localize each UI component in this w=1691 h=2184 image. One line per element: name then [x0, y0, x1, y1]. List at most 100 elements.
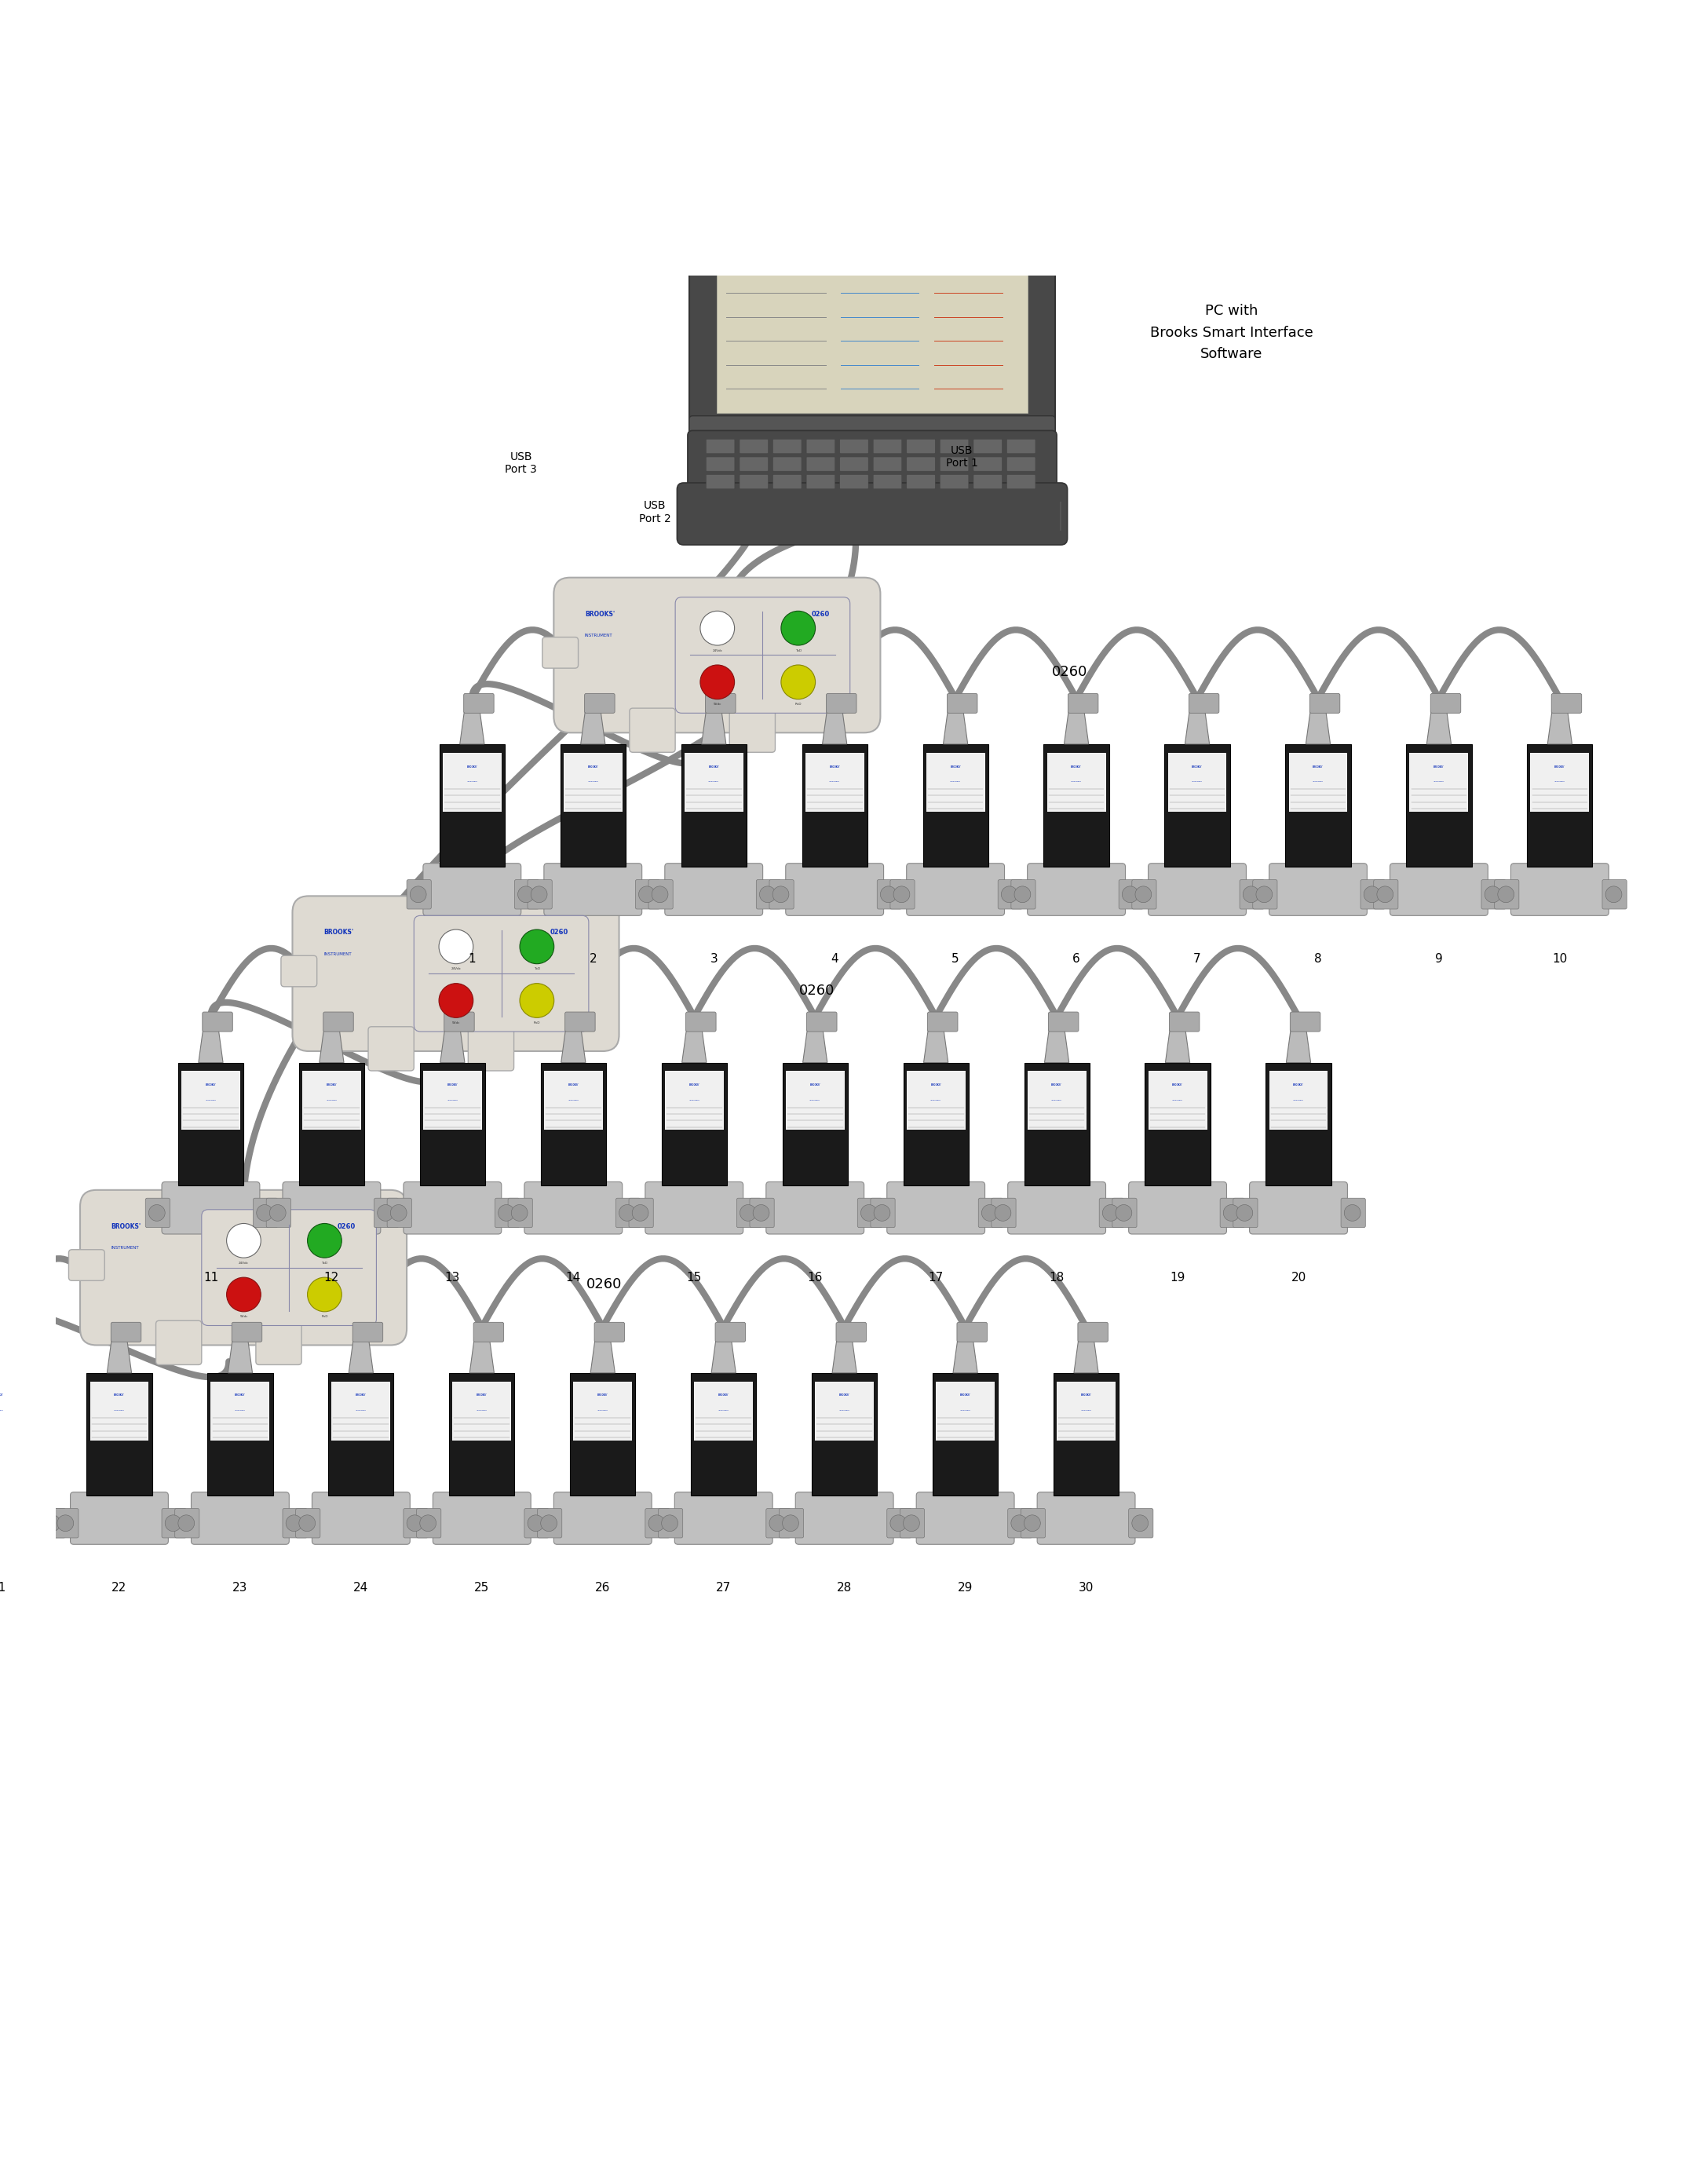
FancyBboxPatch shape — [807, 1011, 837, 1031]
FancyBboxPatch shape — [749, 1199, 774, 1227]
FancyBboxPatch shape — [873, 474, 901, 489]
FancyBboxPatch shape — [514, 880, 539, 909]
Circle shape — [881, 887, 896, 902]
Text: 3: 3 — [710, 952, 717, 965]
FancyBboxPatch shape — [1285, 745, 1351, 867]
FancyBboxPatch shape — [468, 1026, 514, 1070]
FancyBboxPatch shape — [739, 474, 768, 489]
Polygon shape — [0, 1337, 10, 1374]
Text: 24Vdc: 24Vdc — [712, 649, 722, 653]
Text: BROOKS': BROOKS' — [1294, 1083, 1304, 1088]
Text: BROOKS': BROOKS' — [323, 928, 353, 937]
FancyBboxPatch shape — [416, 1509, 441, 1538]
Circle shape — [783, 1516, 798, 1531]
Text: 0260: 0260 — [550, 928, 568, 937]
FancyBboxPatch shape — [387, 1199, 411, 1227]
Circle shape — [391, 1206, 408, 1221]
Circle shape — [1025, 1516, 1040, 1531]
FancyBboxPatch shape — [766, 1509, 791, 1538]
Circle shape — [1605, 887, 1622, 902]
FancyBboxPatch shape — [756, 880, 781, 909]
FancyBboxPatch shape — [414, 915, 588, 1031]
FancyBboxPatch shape — [933, 1374, 998, 1496]
Text: BROOKS': BROOKS' — [1434, 764, 1444, 769]
Text: 22: 22 — [112, 1581, 127, 1594]
Text: 0260: 0260 — [1052, 666, 1087, 679]
FancyBboxPatch shape — [917, 1492, 1015, 1544]
FancyBboxPatch shape — [773, 456, 802, 472]
FancyBboxPatch shape — [419, 1064, 485, 1186]
Text: TxD: TxD — [795, 649, 802, 653]
FancyBboxPatch shape — [1290, 1011, 1321, 1031]
Polygon shape — [1305, 708, 1331, 745]
FancyBboxPatch shape — [1361, 880, 1385, 909]
FancyBboxPatch shape — [328, 1374, 394, 1496]
FancyBboxPatch shape — [1145, 1064, 1211, 1186]
FancyBboxPatch shape — [695, 1382, 752, 1439]
FancyBboxPatch shape — [573, 1382, 632, 1439]
Text: BROOKS': BROOKS' — [1312, 764, 1324, 769]
Circle shape — [700, 664, 734, 699]
Text: 8: 8 — [1314, 952, 1322, 965]
Text: BROOKS': BROOKS' — [839, 1393, 851, 1398]
Circle shape — [227, 1223, 260, 1258]
FancyBboxPatch shape — [1168, 753, 1226, 812]
Polygon shape — [590, 1337, 616, 1374]
FancyBboxPatch shape — [991, 1199, 1016, 1227]
FancyBboxPatch shape — [293, 895, 619, 1051]
FancyBboxPatch shape — [541, 1064, 605, 1186]
Circle shape — [519, 930, 555, 963]
Polygon shape — [822, 708, 847, 745]
Text: BROOKS': BROOKS' — [235, 1393, 245, 1398]
FancyBboxPatch shape — [524, 1509, 550, 1538]
FancyBboxPatch shape — [1048, 1011, 1079, 1031]
FancyBboxPatch shape — [935, 1382, 994, 1439]
FancyBboxPatch shape — [807, 474, 835, 489]
FancyBboxPatch shape — [1008, 1182, 1106, 1234]
Text: 13: 13 — [445, 1271, 460, 1284]
FancyBboxPatch shape — [404, 1182, 502, 1234]
Text: RxD: RxD — [534, 1022, 539, 1024]
FancyBboxPatch shape — [786, 863, 884, 915]
Text: BROOKS': BROOKS' — [112, 1223, 140, 1230]
FancyBboxPatch shape — [181, 1070, 240, 1129]
FancyBboxPatch shape — [1011, 880, 1035, 909]
Circle shape — [1223, 1206, 1240, 1221]
Text: 0260: 0260 — [338, 1223, 355, 1230]
FancyBboxPatch shape — [840, 456, 869, 472]
Text: 9: 9 — [1436, 952, 1442, 965]
FancyBboxPatch shape — [889, 880, 915, 909]
FancyBboxPatch shape — [299, 1064, 364, 1186]
Text: 11: 11 — [203, 1271, 218, 1284]
FancyBboxPatch shape — [1025, 1064, 1089, 1186]
FancyBboxPatch shape — [661, 1064, 727, 1186]
Circle shape — [286, 1516, 303, 1531]
FancyBboxPatch shape — [665, 863, 763, 915]
FancyBboxPatch shape — [707, 456, 734, 472]
Text: BROOKS': BROOKS' — [709, 764, 719, 769]
FancyBboxPatch shape — [705, 695, 736, 714]
FancyBboxPatch shape — [1047, 753, 1106, 812]
Circle shape — [377, 1206, 394, 1221]
Text: 6: 6 — [1072, 952, 1081, 965]
Text: 24: 24 — [353, 1581, 369, 1594]
Polygon shape — [1064, 708, 1089, 745]
Circle shape — [499, 1206, 514, 1221]
FancyBboxPatch shape — [433, 1492, 531, 1544]
FancyBboxPatch shape — [648, 880, 673, 909]
FancyBboxPatch shape — [629, 708, 675, 751]
FancyBboxPatch shape — [616, 1199, 641, 1227]
Polygon shape — [1045, 1026, 1069, 1064]
Text: 5Vdc: 5Vdc — [451, 1022, 460, 1024]
FancyBboxPatch shape — [928, 1011, 957, 1031]
Circle shape — [1236, 1206, 1253, 1221]
FancyBboxPatch shape — [795, 1492, 893, 1544]
FancyBboxPatch shape — [0, 1374, 30, 1496]
FancyBboxPatch shape — [1603, 880, 1627, 909]
Circle shape — [440, 983, 473, 1018]
FancyBboxPatch shape — [1268, 1070, 1327, 1129]
Text: Brooks Smart Interface: Brooks Smart Interface — [732, 225, 764, 229]
FancyBboxPatch shape — [254, 1199, 277, 1227]
Text: USB
Port 2: USB Port 2 — [639, 500, 671, 524]
FancyBboxPatch shape — [1527, 745, 1593, 867]
